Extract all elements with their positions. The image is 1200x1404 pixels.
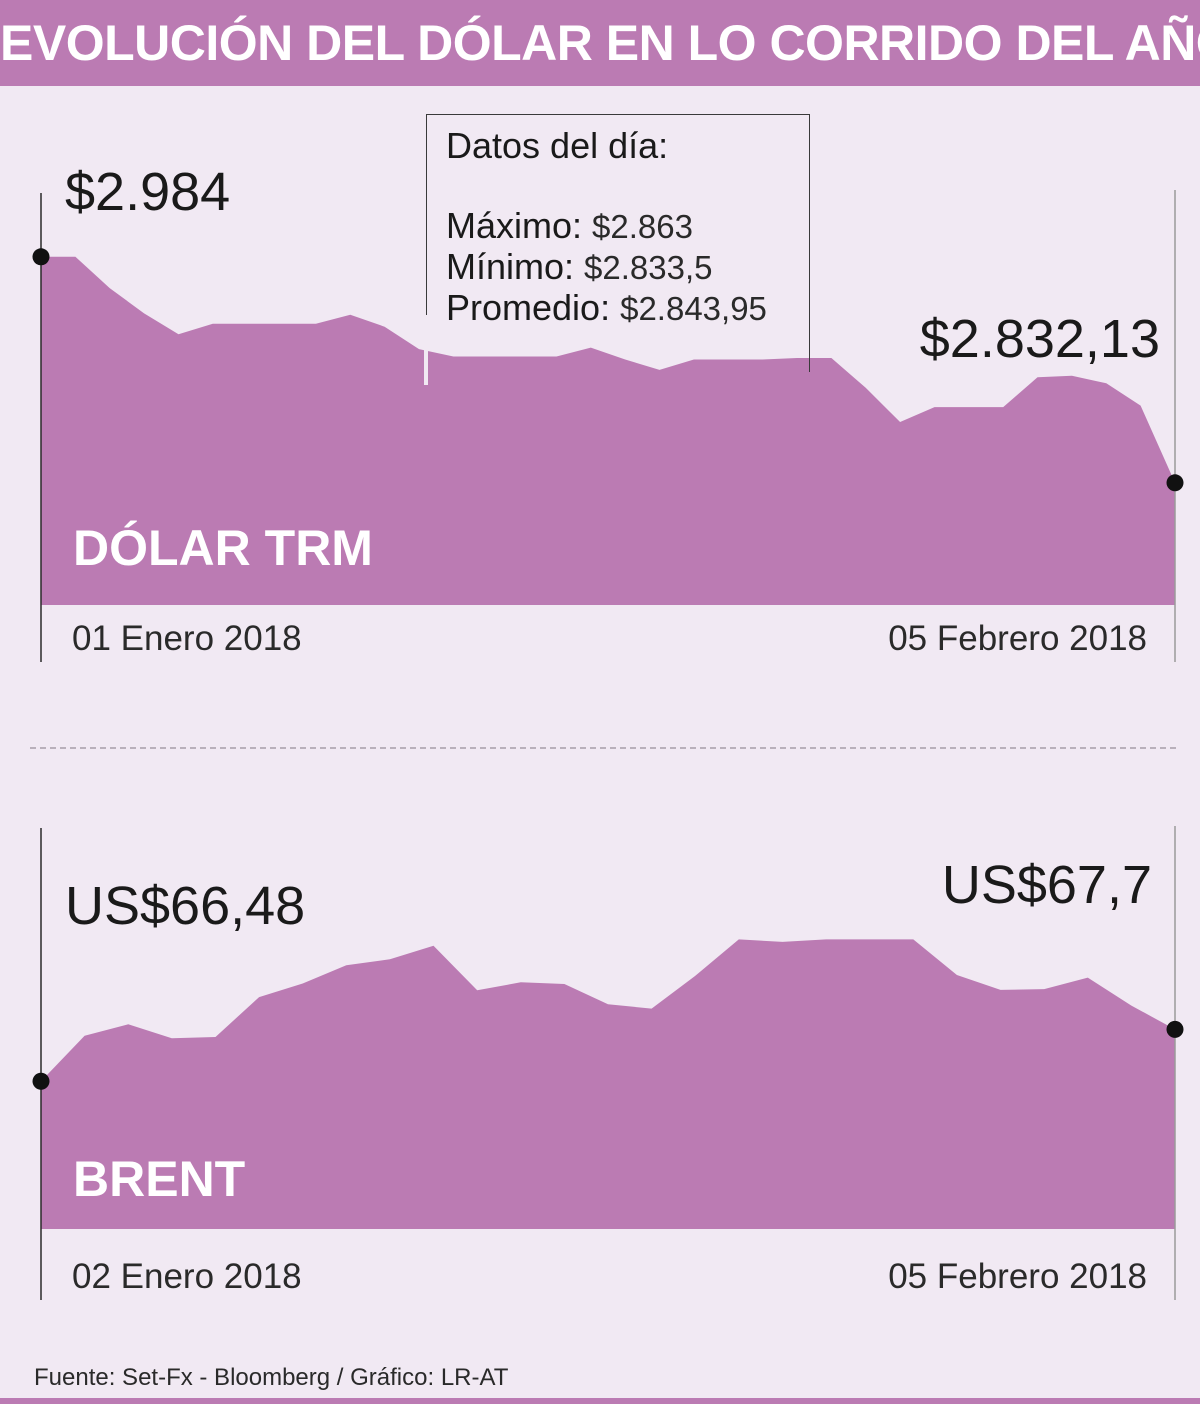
daily-data-title: Datos del día: — [446, 125, 669, 166]
start-point — [32, 1072, 50, 1090]
daily-avg-label: Promedio: — [446, 287, 611, 328]
area-fill — [41, 256, 1175, 605]
x-end-date-label: 05 Febrero 2018 — [888, 619, 1147, 658]
x-start-date-label: 01 Enero 2018 — [72, 619, 302, 658]
trm-area-chart: $2.984 $2.832,13 DÓLAR TRM 01 Enero 2018 05 … — [32, 162, 1184, 662]
section-divider — [30, 747, 1176, 749]
header-bar: EVOLUCIÓN DEL DÓLAR EN LO CORRIDO DEL AÑ… — [0, 0, 1200, 86]
bottom-bar — [0, 1398, 1200, 1404]
daily-data-box — [424, 114, 810, 385]
end-point — [1166, 474, 1184, 492]
start-point — [32, 248, 50, 266]
end-value-label: US$67,7 — [942, 855, 1152, 915]
start-value-label: $2.984 — [65, 162, 230, 222]
daily-max-label: Máximo: — [446, 205, 583, 246]
daily-min-label: Mínimo: — [446, 246, 575, 287]
series-name-label: BRENT — [73, 1151, 245, 1207]
end-point — [1166, 1020, 1184, 1038]
daily-avg-value: $2.843,95 — [620, 290, 767, 327]
area-fill — [41, 939, 1175, 1229]
daily-min-row: Mínimo: $2.833,5 — [446, 247, 767, 288]
start-value-label: US$66,48 — [65, 876, 305, 936]
source-note: Fuente: Set-Fx - Bloomberg / Gráfico: LR… — [34, 1364, 509, 1391]
daily-max-row: Máximo: $2.863 — [446, 206, 767, 247]
series-name-label: DÓLAR TRM — [73, 520, 373, 576]
x-start-date-label: 02 Enero 2018 — [72, 1257, 302, 1296]
end-value-label: $2.832,13 — [920, 309, 1160, 369]
daily-data-content: Datos del día: Máximo: $2.863 Mínimo: $2… — [446, 126, 767, 329]
page-title: EVOLUCIÓN DEL DÓLAR EN LO CORRIDO DEL AÑ… — [0, 15, 1200, 71]
x-end-date-label: 05 Febrero 2018 — [888, 1257, 1147, 1296]
daily-max-value: $2.863 — [592, 208, 693, 245]
daily-avg-row: Promedio: $2.843,95 — [446, 288, 767, 329]
daily-min-value: $2.833,5 — [584, 249, 713, 286]
